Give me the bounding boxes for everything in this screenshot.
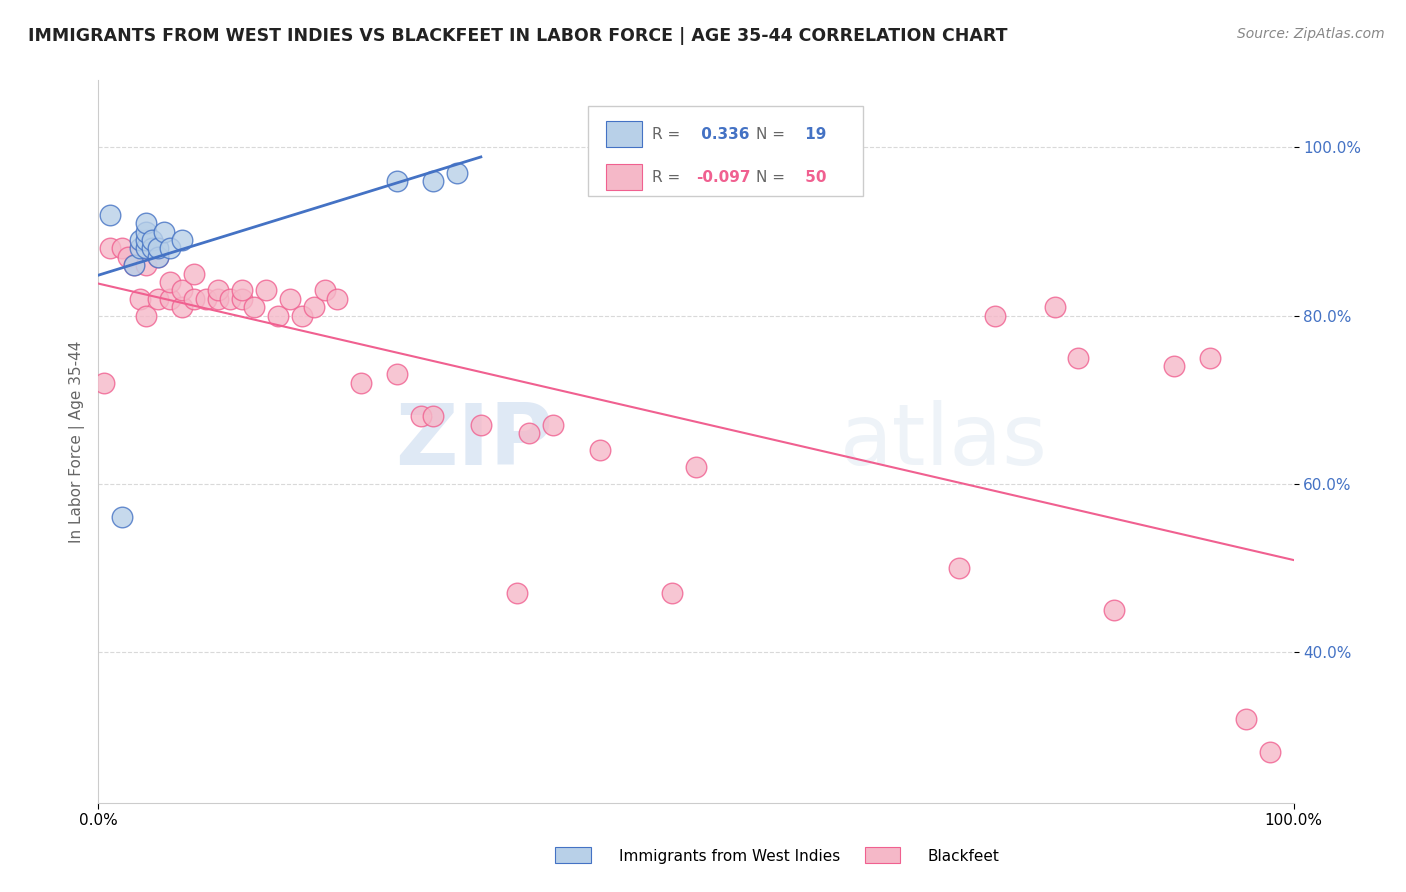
Text: Source: ZipAtlas.com: Source: ZipAtlas.com xyxy=(1237,27,1385,41)
Point xyxy=(93,376,115,390)
Point xyxy=(231,292,253,306)
Text: ZIP: ZIP xyxy=(395,400,553,483)
Point xyxy=(231,283,253,297)
Point xyxy=(685,459,707,474)
Point xyxy=(135,233,157,247)
Point xyxy=(1043,300,1066,314)
FancyBboxPatch shape xyxy=(589,105,863,196)
FancyBboxPatch shape xyxy=(555,847,591,863)
Point xyxy=(411,409,433,424)
Point xyxy=(1163,359,1185,373)
Point xyxy=(129,292,152,306)
Point xyxy=(129,233,152,247)
Point xyxy=(111,241,134,255)
Point xyxy=(141,233,163,247)
FancyBboxPatch shape xyxy=(865,847,900,863)
Text: 50: 50 xyxy=(800,169,827,185)
Point xyxy=(984,309,1007,323)
Text: 19: 19 xyxy=(800,127,827,142)
Point xyxy=(1258,745,1281,759)
Point xyxy=(350,376,373,390)
Point xyxy=(159,292,181,306)
Y-axis label: In Labor Force | Age 35-44: In Labor Force | Age 35-44 xyxy=(69,341,84,542)
Point xyxy=(326,292,349,306)
Text: atlas: atlas xyxy=(839,400,1047,483)
Point xyxy=(183,292,205,306)
FancyBboxPatch shape xyxy=(606,164,643,190)
Point xyxy=(148,292,170,306)
Point xyxy=(385,368,409,382)
Point xyxy=(470,417,492,432)
Point xyxy=(124,258,146,272)
Point xyxy=(1067,351,1090,365)
Text: R =: R = xyxy=(652,127,681,142)
Point xyxy=(948,560,970,574)
Point xyxy=(159,275,181,289)
Point xyxy=(207,283,229,297)
Point xyxy=(111,510,134,524)
Point xyxy=(135,225,157,239)
FancyBboxPatch shape xyxy=(606,121,643,147)
Point xyxy=(1199,351,1222,365)
Text: R =: R = xyxy=(652,169,681,185)
Point xyxy=(517,426,540,441)
Point xyxy=(254,283,277,297)
Point xyxy=(135,241,157,255)
Point xyxy=(207,292,229,306)
Point xyxy=(129,241,152,255)
Point xyxy=(1104,602,1126,616)
Point xyxy=(183,267,205,281)
Point xyxy=(124,258,146,272)
Point xyxy=(172,233,194,247)
Point xyxy=(141,241,163,255)
Point xyxy=(98,241,122,255)
Point xyxy=(135,309,157,323)
Point xyxy=(148,250,170,264)
Point xyxy=(267,309,290,323)
Point xyxy=(172,300,194,314)
Point xyxy=(1234,712,1257,726)
Point xyxy=(385,174,409,188)
Text: 0.336: 0.336 xyxy=(696,127,749,142)
Point xyxy=(98,208,122,222)
Point xyxy=(243,300,266,314)
Point xyxy=(661,586,683,600)
Point xyxy=(446,166,468,180)
Point xyxy=(589,442,612,457)
Point xyxy=(195,292,218,306)
Text: Immigrants from West Indies: Immigrants from West Indies xyxy=(619,849,839,863)
Text: Blackfeet: Blackfeet xyxy=(928,849,1000,863)
Text: -0.097: -0.097 xyxy=(696,169,751,185)
Point xyxy=(506,586,529,600)
Point xyxy=(541,417,564,432)
Text: IMMIGRANTS FROM WEST INDIES VS BLACKFEET IN LABOR FORCE | AGE 35-44 CORRELATION : IMMIGRANTS FROM WEST INDIES VS BLACKFEET… xyxy=(28,27,1008,45)
Point xyxy=(291,309,314,323)
Point xyxy=(135,216,157,230)
Point xyxy=(172,283,194,297)
Point xyxy=(148,241,170,255)
Point xyxy=(422,409,444,424)
Point xyxy=(117,250,139,264)
Point xyxy=(315,283,337,297)
Text: N =: N = xyxy=(756,127,785,142)
Point xyxy=(422,174,444,188)
Point xyxy=(278,292,301,306)
Point xyxy=(135,258,157,272)
Point xyxy=(159,241,181,255)
Point xyxy=(153,225,176,239)
Point xyxy=(302,300,325,314)
Text: N =: N = xyxy=(756,169,785,185)
Point xyxy=(148,250,170,264)
Point xyxy=(219,292,242,306)
